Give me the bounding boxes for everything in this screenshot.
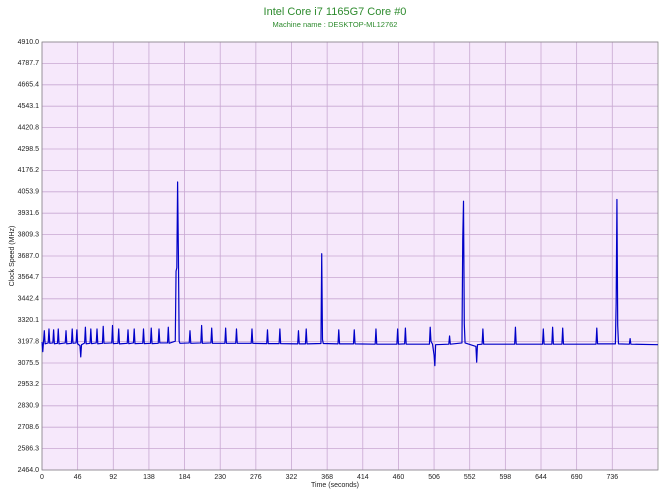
y-tick-label: 4298.5 <box>18 146 40 153</box>
y-tick-label: 3442.4 <box>18 296 40 303</box>
x-tick-label: 598 <box>500 474 512 481</box>
y-tick-label: 4543.1 <box>18 103 40 110</box>
y-tick-label: 3687.0 <box>18 253 40 260</box>
x-tick-label: 46 <box>74 474 82 481</box>
x-tick-label: 368 <box>321 474 333 481</box>
y-tick-label: 2953.2 <box>18 381 40 388</box>
y-axis-label: Clock Speed (MHz) <box>9 226 16 287</box>
y-tick-label: 4420.8 <box>18 124 40 131</box>
x-axis-label: Time (seconds) <box>311 482 359 489</box>
x-tick-label: 414 <box>357 474 369 481</box>
x-tick-label: 644 <box>535 474 547 481</box>
x-tick-label: 230 <box>214 474 226 481</box>
y-tick-label: 3320.1 <box>18 317 40 324</box>
y-tick-label: 2586.3 <box>18 445 40 452</box>
plot-frame <box>41 41 659 471</box>
y-tick-label: 3931.6 <box>18 210 40 217</box>
x-tick-label: 506 <box>428 474 440 481</box>
y-tick-label: 3075.5 <box>18 360 40 367</box>
y-tick-label: 4787.7 <box>18 60 40 67</box>
y-tick-label: 3197.8 <box>18 338 40 345</box>
y-tick-label: 3809.3 <box>18 231 40 238</box>
y-tick-label: 4665.4 <box>18 82 40 89</box>
chart-subtitle: Machine name : DESKTOP-ML12762 <box>273 20 398 29</box>
x-tick-label: 690 <box>571 474 583 481</box>
data-line <box>41 181 659 367</box>
x-tick-label: 460 <box>393 474 405 481</box>
y-tick-label: 3564.7 <box>18 274 40 281</box>
y-tick-label: 4053.9 <box>18 189 40 196</box>
y-tick-label: 2464.0 <box>18 467 40 474</box>
chart-title: Intel Core i7 1165G7 Core #0 <box>264 6 407 18</box>
x-tick-label: 276 <box>250 474 262 481</box>
x-tick-label: 92 <box>109 474 117 481</box>
x-tick-label: 552 <box>464 474 476 481</box>
x-tick-label: 736 <box>606 474 618 481</box>
y-tick-label: 2830.9 <box>18 403 40 410</box>
x-tick-label: 322 <box>286 474 298 481</box>
x-tick-label: 138 <box>143 474 155 481</box>
x-tick-label: 184 <box>179 474 191 481</box>
y-tick-label: 4910.0 <box>18 39 40 46</box>
x-tick-label: 0 <box>40 474 44 481</box>
y-tick-label: 2708.6 <box>18 424 40 431</box>
y-tick-label: 4176.2 <box>18 167 40 174</box>
